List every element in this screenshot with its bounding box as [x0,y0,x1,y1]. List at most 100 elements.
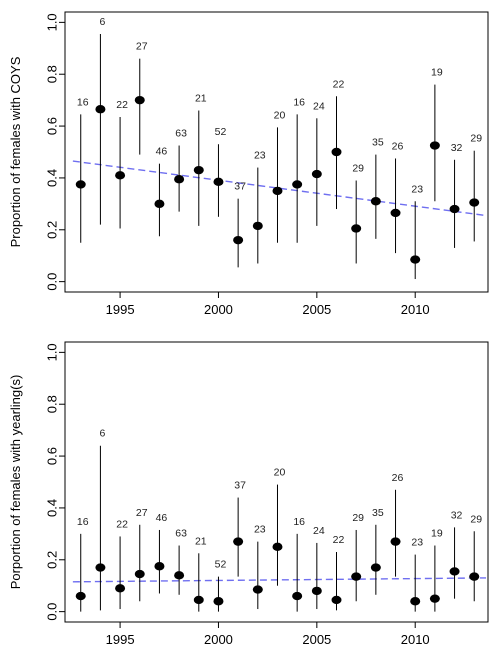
yearling-sample-size-label: 27 [136,507,148,519]
coys-data-point [292,180,303,189]
coys-data-point [252,221,263,231]
yearling-sample-size-label: 29 [352,512,364,524]
yearling-data-point [233,537,244,546]
coys-data-point [311,169,322,179]
yearling-sample-size-label: 24 [313,525,325,537]
coys-sample-size-label: 63 [175,128,187,140]
coys-y-tick-label: 0.2 [44,221,59,239]
yearling-data-point [174,571,185,580]
yearling-data-point [351,572,362,581]
coys-y-tick-label: 1.0 [44,13,59,31]
coys-x-tick-label: 2010 [401,302,430,317]
yearling-data-point [311,586,322,596]
yearling-data-point [390,537,401,546]
yearling-y-tick-label: 0.6 [44,447,59,465]
yearling-sample-size-label: 23 [254,524,266,536]
yearling-sample-size-label: 23 [411,537,423,549]
yearling-data-point [95,563,106,572]
yearling-sample-size-label: 19 [431,528,443,540]
yearling-x-tick-label: 1995 [106,632,135,647]
coys-data-point [233,235,244,245]
yearling-sample-size-label: 16 [293,516,305,528]
coys-data-point [115,171,126,180]
coys-y-tick-label: 0.0 [44,273,59,291]
yearling-data-point [154,562,165,571]
yearling-panel: Porportion of females with yearling(s) 0… [8,341,489,647]
yearling-y-tick-label: 0.4 [44,499,59,517]
coys-data-point [449,204,460,214]
yearling-trend-line [72,577,487,583]
yearling-sample-size-label: 52 [215,559,227,571]
coys-x-tick-label: 2000 [204,302,233,317]
coys-sample-size-label: 52 [215,126,227,138]
coys-trend-line [72,160,487,217]
yearling-y-tick-label: 0.8 [44,395,59,413]
coys-data-point [193,165,204,175]
yearling-sample-size-label: 63 [175,528,187,540]
coys-data-point [370,197,381,206]
yearling-y-tick-label: 0.2 [44,551,59,569]
coys-sample-size-label: 22 [333,78,345,90]
yearling-x-tick-label: 2010 [401,632,430,647]
yearling-sample-size-label: 32 [451,509,463,521]
yearling-sample-size-label: 46 [156,512,168,524]
coys-sample-size-label: 21 [195,93,207,105]
yearling-sample-size-label: 26 [392,472,404,484]
coys-sample-size-label: 26 [392,140,404,152]
coys-sample-size-label: 23 [254,150,266,162]
coys-y-axis-label: Proportion of females with COYS [8,56,23,247]
yearling-data-point [115,584,126,593]
yearling-data-point [75,591,86,601]
coys-data-point [174,175,185,184]
yearling-data-point [272,542,283,552]
coys-x-tick-label: 2005 [302,302,331,317]
coys-data-point [134,95,145,105]
coys-sample-size-label: 32 [451,142,463,154]
coys-sample-size-label: 16 [293,96,305,108]
yearling-y-tick-label: 0.0 [44,603,59,621]
yearling-sample-size-label: 22 [116,518,128,530]
coys-data-point [469,198,480,207]
coys-sample-size-label: 35 [372,137,384,149]
coys-data-point [390,208,401,218]
yearling-data-point [252,585,263,594]
coys-sample-size-label: 20 [274,109,286,121]
coys-data-point [213,177,224,187]
coys-data-point [410,255,421,264]
coys-y-tick-label: 0.6 [44,117,59,135]
yearling-y-tick-label: 1.0 [44,343,59,361]
yearling-data-point [331,595,342,605]
yearling-plot-frame [64,341,489,623]
coys-sample-size-label: 6 [99,16,105,28]
yearling-data-point [449,567,460,576]
coys-plot-frame [64,11,489,293]
coys-sample-size-label: 29 [470,133,482,145]
coys-data-point [351,224,362,233]
coys-panel: Proportion of females with COYS 0.0 0.2 0.… [8,11,489,317]
yearling-data-point [193,595,204,605]
coys-sample-size-label: 27 [136,41,148,53]
yearling-data-point [410,597,421,606]
coys-sample-size-label: 22 [116,99,128,111]
coys-y-tick-label: 0.8 [44,65,59,83]
yearling-sample-size-label: 37 [234,480,246,492]
coys-sample-size-label: 16 [77,96,89,108]
coys-data-point [75,180,86,189]
coys-sample-size-label: 24 [313,100,325,112]
coys-data-point [154,199,165,209]
coys-data-point [331,147,342,157]
yearling-data-point [134,569,145,579]
yearling-sample-size-label: 35 [372,507,384,519]
yearling-y-axis-label: Porportion of females with yearling(s) [8,375,23,590]
yearling-sample-size-label: 29 [470,513,482,525]
coys-x-tick-label: 1995 [106,302,135,317]
yearling-sample-size-label: 6 [99,428,105,440]
yearling-data-point [469,572,480,581]
coys-sample-size-label: 29 [352,163,364,175]
yearling-data-point [429,594,440,603]
coys-y-tick-label: 0.4 [44,169,59,187]
coys-data-point [429,141,440,150]
yearling-data-point [213,597,224,606]
yearling-x-tick-label: 2000 [204,632,233,647]
